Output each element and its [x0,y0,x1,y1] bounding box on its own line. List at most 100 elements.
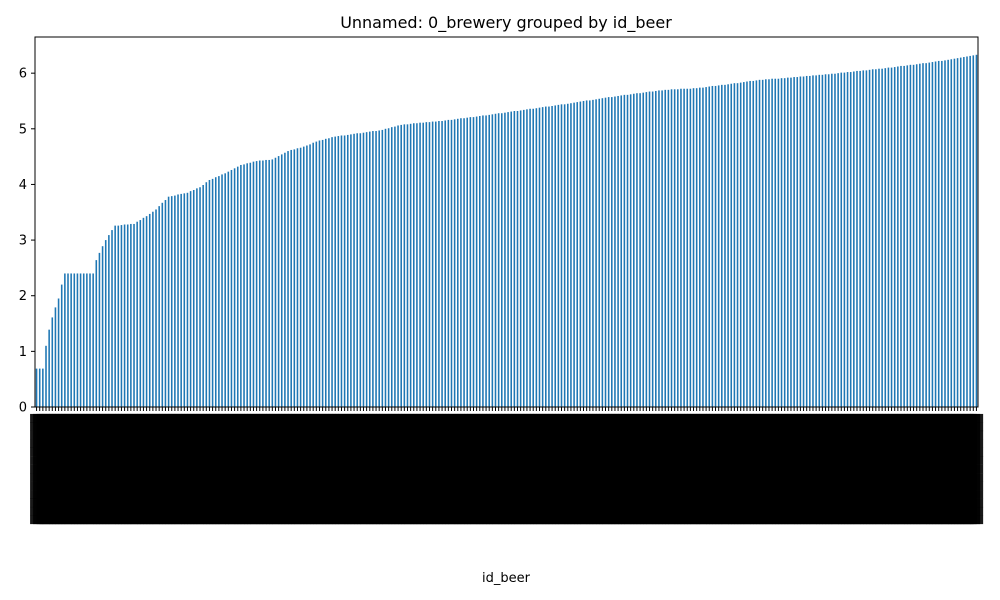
bar [862,70,865,407]
bar [827,74,830,407]
bar [390,127,393,407]
bar [614,96,616,407]
x-tick-label: █████████████ [969,413,983,525]
bar [953,58,956,407]
x-tick-label: █████████████ [67,413,81,525]
bar [287,151,289,407]
bar [155,209,157,407]
x-tick-label: █████████████ [815,413,829,525]
bar [205,182,208,407]
x-tick-label: █████████████ [501,413,515,525]
bar [557,104,560,407]
bar [548,106,550,408]
x-tick-label: █████████████ [454,413,468,525]
bar [488,114,490,407]
x-tick-label: █████████████ [378,413,392,525]
x-tick-label: █████████████ [699,413,713,525]
bar [359,133,362,407]
bar [123,224,126,407]
x-tick-label: █████████████ [416,413,430,525]
x-tick-label: █████████████ [243,413,257,525]
bar [136,221,138,407]
x-tick-label: █████████████ [206,413,220,525]
bar [180,193,182,407]
bar [130,223,132,407]
x-tick-label: █████████████ [319,413,333,525]
x-tick-label: █████████████ [806,413,820,525]
x-tick-label: █████████████ [77,413,91,525]
x-tick-label: █████████████ [545,413,559,525]
x-tick-label: █████████████ [608,413,622,525]
x-tick-label: █████████████ [89,413,103,525]
x-tick-label: █████████████ [834,413,848,525]
bar [274,157,277,407]
bar [475,116,478,407]
x-tick-label: █████████████ [202,413,216,525]
x-tick-label: █████████████ [441,413,455,525]
x-tick-label: █████████████ [275,413,289,525]
x-tick-label: █████████████ [253,413,267,525]
x-tick-label: █████████████ [80,413,94,525]
x-tick-label: █████████████ [856,413,870,525]
bar [529,108,531,408]
bar [714,85,717,408]
x-tick-label: █████████████ [316,413,330,525]
bar [809,75,811,407]
x-tick-label: █████████████ [105,413,119,525]
bar [721,84,723,407]
bar [928,62,931,408]
x-tick-label: █████████████ [467,413,481,525]
x-tick-label: █████████████ [165,413,179,525]
bar [120,225,123,407]
x-tick-label: █████████████ [432,413,446,525]
x-tick-label: █████████████ [482,413,496,525]
x-tick-label: █████████████ [507,413,521,525]
bar [683,88,685,408]
bar [108,235,110,407]
bar [890,67,893,407]
bar [321,139,324,407]
x-tick-label: █████████████ [92,413,106,525]
x-tick-label: █████████████ [168,413,182,525]
bar [202,185,204,407]
y-tick-label: 1 [19,345,27,360]
x-tick-label: █████████████ [470,413,484,525]
bar [419,122,421,408]
bar [183,193,186,407]
x-tick-label: █████████████ [910,413,924,525]
bar [787,77,789,408]
bar [711,85,714,408]
bar [922,63,924,408]
x-tick-label: █████████████ [42,413,56,525]
x-tick-label: █████████████ [306,413,320,525]
bar [453,119,456,407]
bar [758,79,761,407]
x-tick-label: █████████████ [605,413,619,525]
bar [856,70,858,407]
bar [941,60,943,408]
x-tick-label: █████████████ [847,413,861,525]
x-tick-label: █████████████ [658,413,672,525]
x-tick-label: █████████████ [897,413,911,525]
bar [296,148,299,407]
bar [51,317,54,407]
x-tick-label: █████████████ [869,413,883,525]
x-tick-label: █████████████ [567,413,581,525]
x-tick-label: █████████████ [966,413,980,525]
x-tick-label: █████████████ [671,413,685,525]
bar [755,80,758,408]
x-tick-label: █████████████ [781,413,795,525]
bar [837,73,839,408]
bar [403,124,406,407]
x-tick-label: █████████████ [58,413,72,525]
x-tick-labels: ████████████████████████████████████████… [30,413,984,525]
bar [947,59,949,408]
x-tick-label: █████████████ [633,413,647,525]
x-tick-label: █████████████ [262,413,276,525]
x-tick-label: █████████████ [665,413,679,525]
bar [95,260,98,407]
bar [664,89,667,408]
bar [897,66,899,408]
x-tick-label: █████████████ [385,413,399,525]
x-axis-label: id_beer [482,571,531,586]
